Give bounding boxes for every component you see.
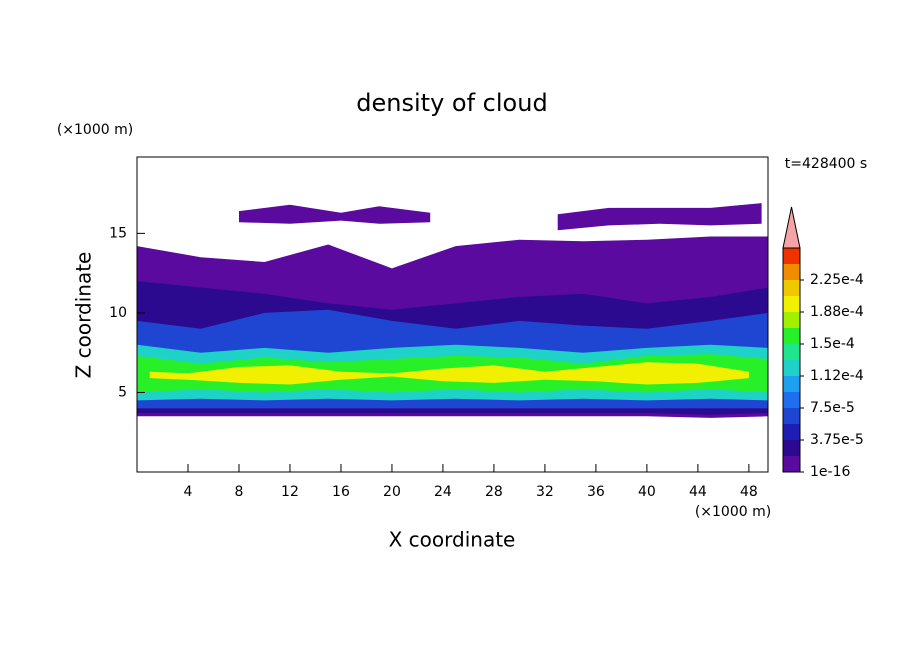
x-tick-label: 16	[332, 484, 350, 500]
x-tick-label: 32	[536, 484, 554, 500]
colorbar-tick-label: 1e-16	[810, 464, 850, 480]
colorbar-swatch	[783, 248, 800, 264]
time-annotation: t=428400 s	[785, 156, 867, 172]
colorbar-swatch	[783, 376, 800, 392]
colorbar-swatch	[783, 408, 800, 424]
colorbar-tick-label: 1.5e-4	[810, 336, 855, 352]
colorbar-swatch	[783, 424, 800, 440]
colorbar-swatch	[783, 344, 800, 360]
x-tick-label: 4	[184, 484, 193, 500]
y-tick-label: 10	[109, 305, 127, 321]
contour-band	[149, 362, 749, 385]
colorbar-swatch	[783, 360, 800, 376]
x-tick-label: 28	[485, 484, 503, 500]
y-tick-label: 15	[109, 225, 127, 241]
x-tick-label: 36	[587, 484, 605, 500]
plot-frame	[136, 156, 769, 473]
x-tick-label: 24	[434, 484, 452, 500]
colorbar-tick-label: 1.12e-4	[810, 368, 864, 384]
colorbar-tick-label: 7.5e-5	[810, 400, 855, 416]
colorbar-frame	[782, 247, 801, 473]
chart-title: density of cloud	[356, 89, 547, 117]
x-tick-label: 40	[638, 484, 656, 500]
colorbar-swatch	[783, 296, 800, 312]
colorbar-tick-label: 1.88e-4	[810, 304, 864, 320]
x-tick-label: 8	[235, 484, 244, 500]
colorbar-swatch	[783, 312, 800, 328]
colorbar-tick-label: 3.75e-5	[810, 432, 864, 448]
contour-band	[557, 203, 762, 231]
x-tick-label: 12	[281, 484, 299, 500]
colorbar-swatch	[783, 440, 800, 456]
colorbar-swatch	[783, 328, 800, 344]
x-tick-label: 44	[689, 484, 707, 500]
contour-band	[239, 204, 431, 224]
y-tick-label: 5	[118, 384, 127, 400]
colorbar-swatch	[783, 264, 800, 280]
colorbar-swatch	[783, 456, 800, 472]
y-unit: (×1000 m)	[57, 122, 133, 138]
x-axis-label: X coordinate	[389, 528, 516, 552]
x-tick-label: 48	[740, 484, 758, 500]
colorbar-tick-label: 2.25e-4	[810, 272, 864, 288]
colorbar-swatch	[783, 392, 800, 408]
x-unit: (×1000 m)	[695, 504, 771, 520]
x-tick-label: 20	[383, 484, 401, 500]
colorbar-swatch	[783, 280, 800, 296]
colorbar-extension	[782, 206, 801, 249]
y-axis-label: Z coordinate	[72, 252, 96, 379]
